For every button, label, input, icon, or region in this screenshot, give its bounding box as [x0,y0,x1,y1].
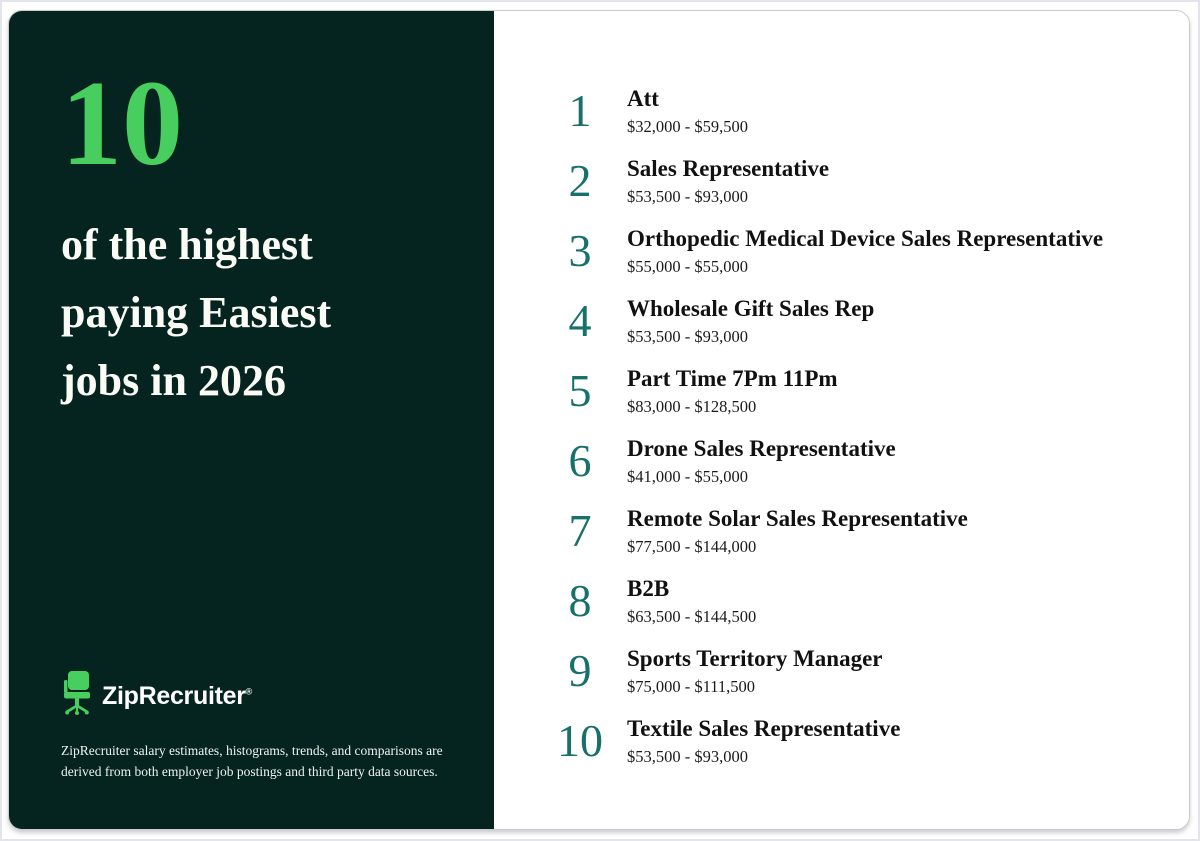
job-list-item: 6 Drone Sales Representative $41,000 - $… [549,433,1169,488]
job-salary-range: $83,000 - $128,500 [627,397,757,416]
job-salary-range: $75,000 - $111,500 [627,677,756,696]
rank-number: 6 [568,434,592,486]
job-list-item: 5 Part Time 7Pm 11Pm $83,000 - $128,500 [549,363,1169,418]
job-title: Drone Sales Representative [627,436,896,461]
job-title: Sports Territory Manager [627,646,883,671]
job-list-item: 2 Sales Representative $53,500 - $93,000 [549,153,1169,208]
job-salary-range: $63,500 - $144,500 [627,607,757,626]
big-number: 10 [61,56,183,191]
job-list-item: 1 Att $32,000 - $59,500 [549,83,1169,138]
job-title: Remote Solar Sales Representative [627,506,968,531]
rank-number: 2 [568,154,592,206]
rank-number: 8 [568,574,592,626]
job-salary-range: $53,500 - $93,000 [627,327,748,346]
job-list-item: 7 Remote Solar Sales Representative $77,… [549,503,1169,558]
registered-mark: ® [245,686,253,697]
job-salary-range: $53,500 - $93,000 [627,187,748,206]
headline-line-2: paying Easiest [61,288,332,337]
job-info: B2B $63,500 - $144,500 [627,573,756,628]
ziprecruiter-logo: ZipRecruiter® [61,671,450,716]
logo-wordmark: ZipRecruiter® [102,682,253,711]
job-info: Drone Sales Representative $41,000 - $55… [627,433,896,488]
job-title: Part Time 7Pm 11Pm [627,366,838,391]
office-chair-icon [64,671,90,716]
job-info: Sales Representative $53,500 - $93,000 [627,153,829,208]
job-salary-range: $77,500 - $144,000 [627,537,757,556]
job-title: Orthopedic Medical Device Sales Represen… [627,226,1104,251]
infographic-card: 10 of the highest paying Easiest jobs in… [8,10,1190,830]
job-info: Remote Solar Sales Representative $77,50… [627,503,968,558]
rank-number: 10 [557,714,603,766]
job-salary-range: $41,000 - $55,000 [627,467,748,486]
headline-line-1: of the highest [61,220,313,269]
job-salary-range: $53,500 - $93,000 [627,747,748,766]
job-info: Att $32,000 - $59,500 [627,83,748,138]
right-panel: 1 Att $32,000 - $59,500 2 Sales Represen… [494,11,1189,829]
job-list-item: 3 Orthopedic Medical Device Sales Repres… [549,223,1169,278]
rank-number: 1 [568,84,592,136]
disclaimer-text: ZipRecruiter salary estimates, histogram… [61,743,443,780]
job-info: Sports Territory Manager $75,000 - $111,… [627,643,883,698]
job-info: Textile Sales Representative $53,500 - $… [627,713,900,768]
rank-number: 5 [568,364,592,416]
job-list-item: 4 Wholesale Gift Sales Rep $53,500 - $93… [549,293,1169,348]
job-list-item: 10 Textile Sales Representative $53,500 … [549,713,1169,768]
rank-number: 3 [568,224,592,276]
rank-number: 7 [568,504,592,556]
job-salary-range: $32,000 - $59,500 [627,117,748,136]
rank-number: 9 [568,644,592,696]
headline: of the highest paying Easiest jobs in 20… [61,211,450,415]
left-panel: 10 of the highest paying Easiest jobs in… [9,11,494,829]
job-info: Orthopedic Medical Device Sales Represen… [627,223,1103,278]
job-title: Sales Representative [627,156,830,181]
job-info: Part Time 7Pm 11Pm $83,000 - $128,500 [627,363,838,418]
job-title: Att [627,86,659,111]
job-list-item: 9 Sports Territory Manager $75,000 - $11… [549,643,1169,698]
job-title: B2B [627,576,670,601]
job-title: Wholesale Gift Sales Rep [627,296,875,321]
job-list: 1 Att $32,000 - $59,500 2 Sales Represen… [549,83,1169,768]
headline-line-3: jobs in 2026 [61,356,286,405]
job-salary-range: $55,000 - $55,000 [627,257,748,276]
job-list-item: 8 B2B $63,500 - $144,500 [549,573,1169,628]
job-info: Wholesale Gift Sales Rep $53,500 - $93,0… [627,293,874,348]
job-title: Textile Sales Representative [627,716,901,741]
rank-number: 4 [568,294,592,346]
